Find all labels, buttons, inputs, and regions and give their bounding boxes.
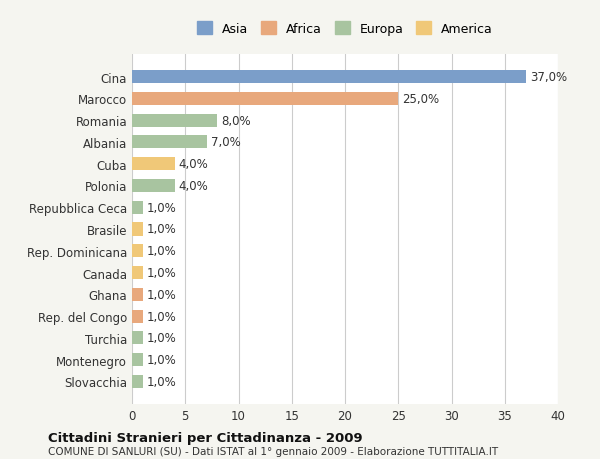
Bar [132,114,217,128]
Bar [132,245,143,258]
Text: 1,0%: 1,0% [147,223,176,236]
Text: 1,0%: 1,0% [147,331,176,345]
Bar [132,353,143,366]
Text: 1,0%: 1,0% [147,353,176,366]
Bar [132,71,526,84]
Text: 1,0%: 1,0% [147,245,176,257]
Text: 25,0%: 25,0% [403,93,440,106]
Text: Cittadini Stranieri per Cittadinanza - 2009: Cittadini Stranieri per Cittadinanza - 2… [48,431,362,444]
Text: 1,0%: 1,0% [147,375,176,388]
Text: 7,0%: 7,0% [211,136,241,149]
Text: 1,0%: 1,0% [147,267,176,280]
Text: 4,0%: 4,0% [179,158,209,171]
Bar [132,310,143,323]
Legend: Asia, Africa, Europa, America: Asia, Africa, Europa, America [191,16,499,42]
Text: 37,0%: 37,0% [530,71,568,84]
Bar [132,158,175,171]
Text: 8,0%: 8,0% [221,114,251,128]
Bar [132,266,143,280]
Bar [132,223,143,236]
Bar [132,179,175,193]
Text: 1,0%: 1,0% [147,202,176,214]
Text: 1,0%: 1,0% [147,288,176,301]
Bar [132,136,206,149]
Text: 4,0%: 4,0% [179,179,209,192]
Bar [132,288,143,301]
Bar [132,375,143,388]
Bar [132,201,143,214]
Text: 1,0%: 1,0% [147,310,176,323]
Bar [132,93,398,106]
Bar [132,331,143,345]
Text: COMUNE DI SANLURI (SU) - Dati ISTAT al 1° gennaio 2009 - Elaborazione TUTTITALIA: COMUNE DI SANLURI (SU) - Dati ISTAT al 1… [48,447,498,456]
